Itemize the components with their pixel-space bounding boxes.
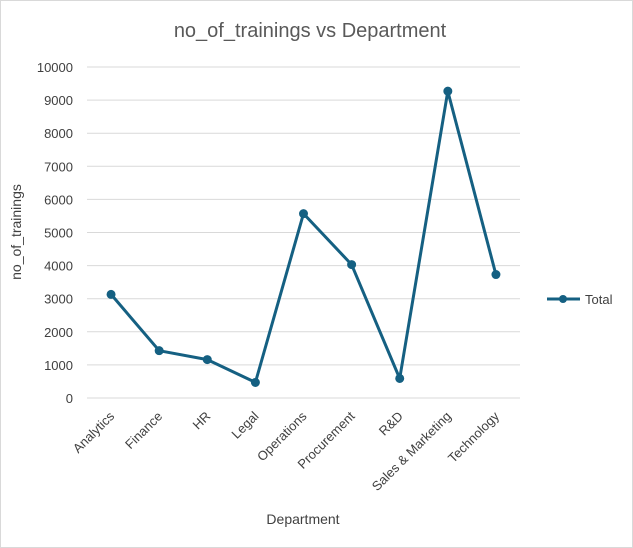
legend: Total [547, 292, 613, 307]
y-tick-label: 7000 [44, 159, 73, 174]
y-tick-label: 1000 [44, 358, 73, 373]
y-tick-label: 6000 [44, 192, 73, 207]
data-point [443, 86, 453, 96]
y-tick-label: 10000 [37, 60, 73, 75]
y-tick-label: 3000 [44, 292, 73, 307]
legend-label-total: Total [585, 292, 613, 307]
y-axis-title: no_of_trainings [8, 184, 24, 280]
x-tick-label: Technology [445, 408, 502, 465]
chart-title: no_of_trainings vs Department [174, 20, 447, 42]
y-tick-label: 5000 [44, 226, 73, 241]
data-point [250, 377, 260, 387]
y-tick-label: 0 [66, 391, 73, 406]
y-tick-label: 8000 [44, 126, 73, 141]
y-tick-label: 4000 [44, 259, 73, 274]
x-tick-label: Legal [228, 408, 261, 441]
data-point [299, 209, 308, 219]
data-point [395, 373, 405, 383]
data-point [491, 270, 501, 280]
x-axis-ticks: Analytics Finance HR LegalOperationsProcure… [70, 408, 503, 494]
x-tick-label: R&D [376, 409, 406, 439]
series-layer [106, 86, 501, 387]
data-point [202, 355, 212, 365]
y-tick-label: 9000 [44, 93, 73, 108]
x-tick-label: HR [190, 409, 214, 433]
data-point [106, 289, 116, 299]
data-point [347, 260, 357, 270]
x-tick-label: Analytics [70, 408, 118, 456]
x-tick-label: Finance [122, 409, 165, 452]
data-point [154, 346, 164, 356]
y-tick-label: 2000 [44, 325, 73, 340]
series-line [109, 89, 498, 384]
gridlines [87, 66, 520, 399]
x-axis-title: Department [266, 511, 339, 527]
y-axis-ticks: 0 1000 2000 3000 4000 5000 6000 7000 8000 9000 100… [37, 60, 73, 406]
legend-dot-marker [559, 295, 567, 303]
